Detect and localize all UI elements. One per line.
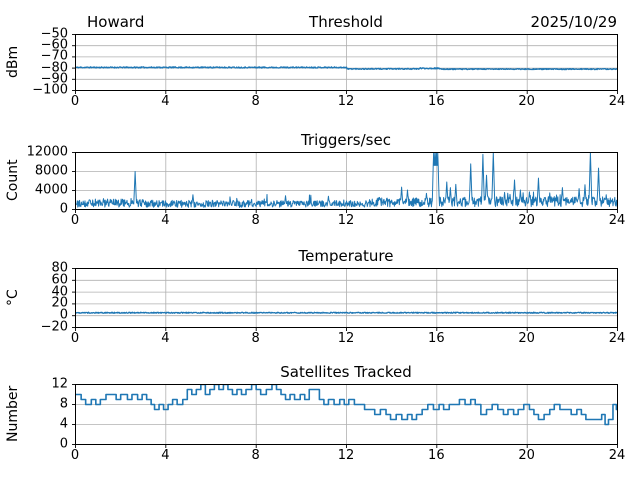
x-tick-labels: 0 4 8 12 16 20 24 (0, 94, 640, 110)
y-tick-label: 0 (59, 307, 68, 323)
x-tick-label: 4 (161, 213, 170, 228)
x-tick-label: 16 (428, 331, 445, 346)
plot-canvas (72, 268, 618, 331)
x-tick-label: 0 (70, 94, 80, 109)
y-tick-label: 40 (51, 284, 68, 300)
y-tick-label: 8 (59, 396, 68, 412)
x-tick-label: 8 (251, 94, 260, 109)
subplot-triggers-title-row: Triggers/sec (75, 131, 617, 149)
y-tick-label: −100 (32, 82, 68, 98)
x-tick-label: 20 (518, 448, 535, 463)
y-tick-label: 20 (51, 295, 68, 311)
plot-title: Triggers/sec (301, 131, 391, 149)
x-tick-label: 24 (608, 213, 626, 228)
y-tick-label: 60 (51, 272, 68, 288)
x-tick-label: 0 (70, 331, 80, 346)
data-line (75, 384, 618, 426)
x-tick-label: 20 (518, 94, 535, 109)
y-tick-label: 12 (51, 376, 68, 392)
subplot-satellites-title-row: Satellites Tracked (75, 363, 617, 381)
plot-title: Threshold (309, 13, 383, 31)
y-tick-label: 0 (59, 201, 68, 217)
y-tick-label: 0 (59, 436, 68, 452)
y-tick-labels: 0 4000 8000 12000 (0, 145, 68, 217)
x-tick-label: 8 (251, 331, 260, 346)
y-tick-label: −70 (40, 48, 68, 64)
y-tick-label: 4 (59, 416, 68, 432)
x-tick-label: 12 (337, 448, 355, 463)
plot-canvas (72, 34, 618, 94)
y-tick-label: −20 (40, 319, 68, 335)
plot-title: Satellites Tracked (280, 363, 412, 381)
x-tick-labels: 0 4 8 12 16 20 24 (0, 331, 640, 347)
x-tick-label: 8 (251, 213, 260, 228)
y-tick-label: 8000 (34, 163, 68, 179)
y-tick-label: −50 (40, 26, 68, 42)
x-tick-label: 0 (70, 448, 80, 463)
plot-canvas (72, 384, 618, 448)
x-tick-label: 24 (608, 448, 626, 463)
x-tick-label: 24 (608, 331, 626, 346)
y-tick-label: −90 (40, 71, 68, 87)
plot-title: Temperature (298, 247, 394, 265)
y-tick-label: −80 (40, 60, 68, 76)
y-tick-labels: 0 4 8 12 (0, 377, 68, 452)
data-line (75, 66, 618, 71)
x-tick-label: 20 (518, 213, 535, 228)
x-tick-labels: 0 4 8 12 16 20 24 (0, 448, 640, 464)
x-tick-label: 4 (161, 331, 170, 346)
y-tick-labels: −100 −90 −80 −70 −60 −50 (0, 27, 68, 98)
x-tick-label: 8 (251, 448, 260, 463)
x-tick-label: 4 (161, 94, 170, 109)
title-right: 2025/10/29 (530, 13, 617, 31)
y-tick-label: 80 (51, 260, 68, 276)
data-line (75, 152, 618, 208)
title-left: Howard (87, 13, 145, 31)
subplot-threshold-title-row: Howard Threshold 2025/10/29 (75, 13, 617, 31)
x-tick-label: 24 (608, 94, 626, 109)
data-line (75, 311, 618, 314)
x-tick-label: 16 (428, 213, 445, 228)
y-tick-label: 12000 (26, 144, 68, 160)
x-tick-label: 12 (337, 94, 355, 109)
x-tick-labels: 0 4 8 12 16 20 24 (0, 213, 640, 229)
plot-canvas (72, 152, 618, 213)
x-tick-label: 16 (428, 94, 445, 109)
x-tick-label: 20 (518, 331, 535, 346)
x-tick-label: 0 (70, 213, 80, 228)
y-tick-labels: −20 0 20 40 60 80 (0, 261, 68, 335)
subplot-temperature-title-row: Temperature (75, 247, 617, 265)
x-tick-label: 4 (161, 448, 170, 463)
x-tick-label: 12 (337, 331, 355, 346)
y-tick-label: 4000 (34, 182, 68, 198)
x-tick-label: 12 (337, 213, 355, 228)
x-tick-label: 16 (428, 448, 445, 463)
y-tick-label: −60 (40, 37, 68, 53)
